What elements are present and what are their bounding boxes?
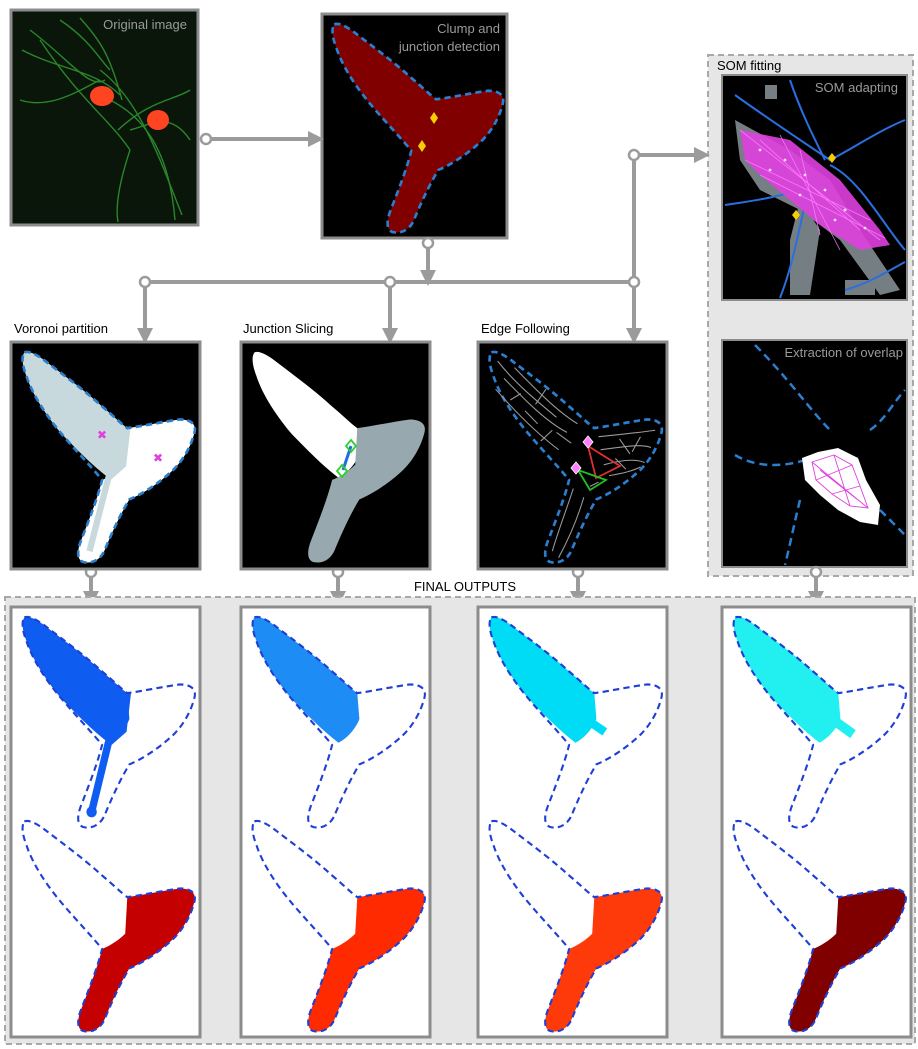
edge-following-panel [476, 340, 669, 571]
junction-slicing-label: Junction Slicing [243, 321, 333, 336]
junction-slicing-panel [239, 340, 432, 571]
clump-label-line1: Clump and [437, 21, 500, 36]
edge-following-label: Edge Following [481, 321, 570, 336]
overlap-extraction-panel: Extraction of overlap [721, 339, 908, 568]
voronoi-panel: ✖ ✖ [9, 340, 202, 571]
extraction-overlap-label: Extraction of overlap [784, 345, 903, 360]
slice-endpoint-icon [335, 463, 349, 479]
voronoi-label: Voronoi partition [14, 321, 108, 336]
original-image-label: Original image [103, 17, 187, 32]
output-junction-slicing [239, 605, 432, 1039]
junction-marker-icon [792, 210, 800, 220]
junction-marker-icon [828, 153, 836, 163]
output-edge-following [476, 605, 669, 1039]
junction-marker-icon [418, 140, 426, 152]
output-voronoi [9, 605, 202, 1039]
voronoi-seed-icon: ✖ [97, 428, 107, 442]
clump-label-line2: junction detection [398, 39, 500, 54]
connector-nodes [84, 132, 823, 579]
junction-marker-icon [570, 461, 582, 475]
junction-marker-icon [430, 112, 438, 124]
som-adapting-panel: SOM adapting [721, 74, 908, 301]
som-fitting-label: SOM fitting [717, 58, 781, 73]
output-som [720, 605, 913, 1039]
original-image-panel: Original image [9, 8, 200, 227]
junction-marker-icon [582, 435, 594, 449]
voronoi-seed-icon: ✖ [153, 451, 163, 465]
clump-detection-panel: Clump and junction detection [320, 12, 509, 240]
slice-endpoint-icon [344, 438, 358, 454]
final-outputs-label: FINAL OUTPUTS [414, 579, 516, 594]
som-adapting-label: SOM adapting [815, 80, 898, 95]
